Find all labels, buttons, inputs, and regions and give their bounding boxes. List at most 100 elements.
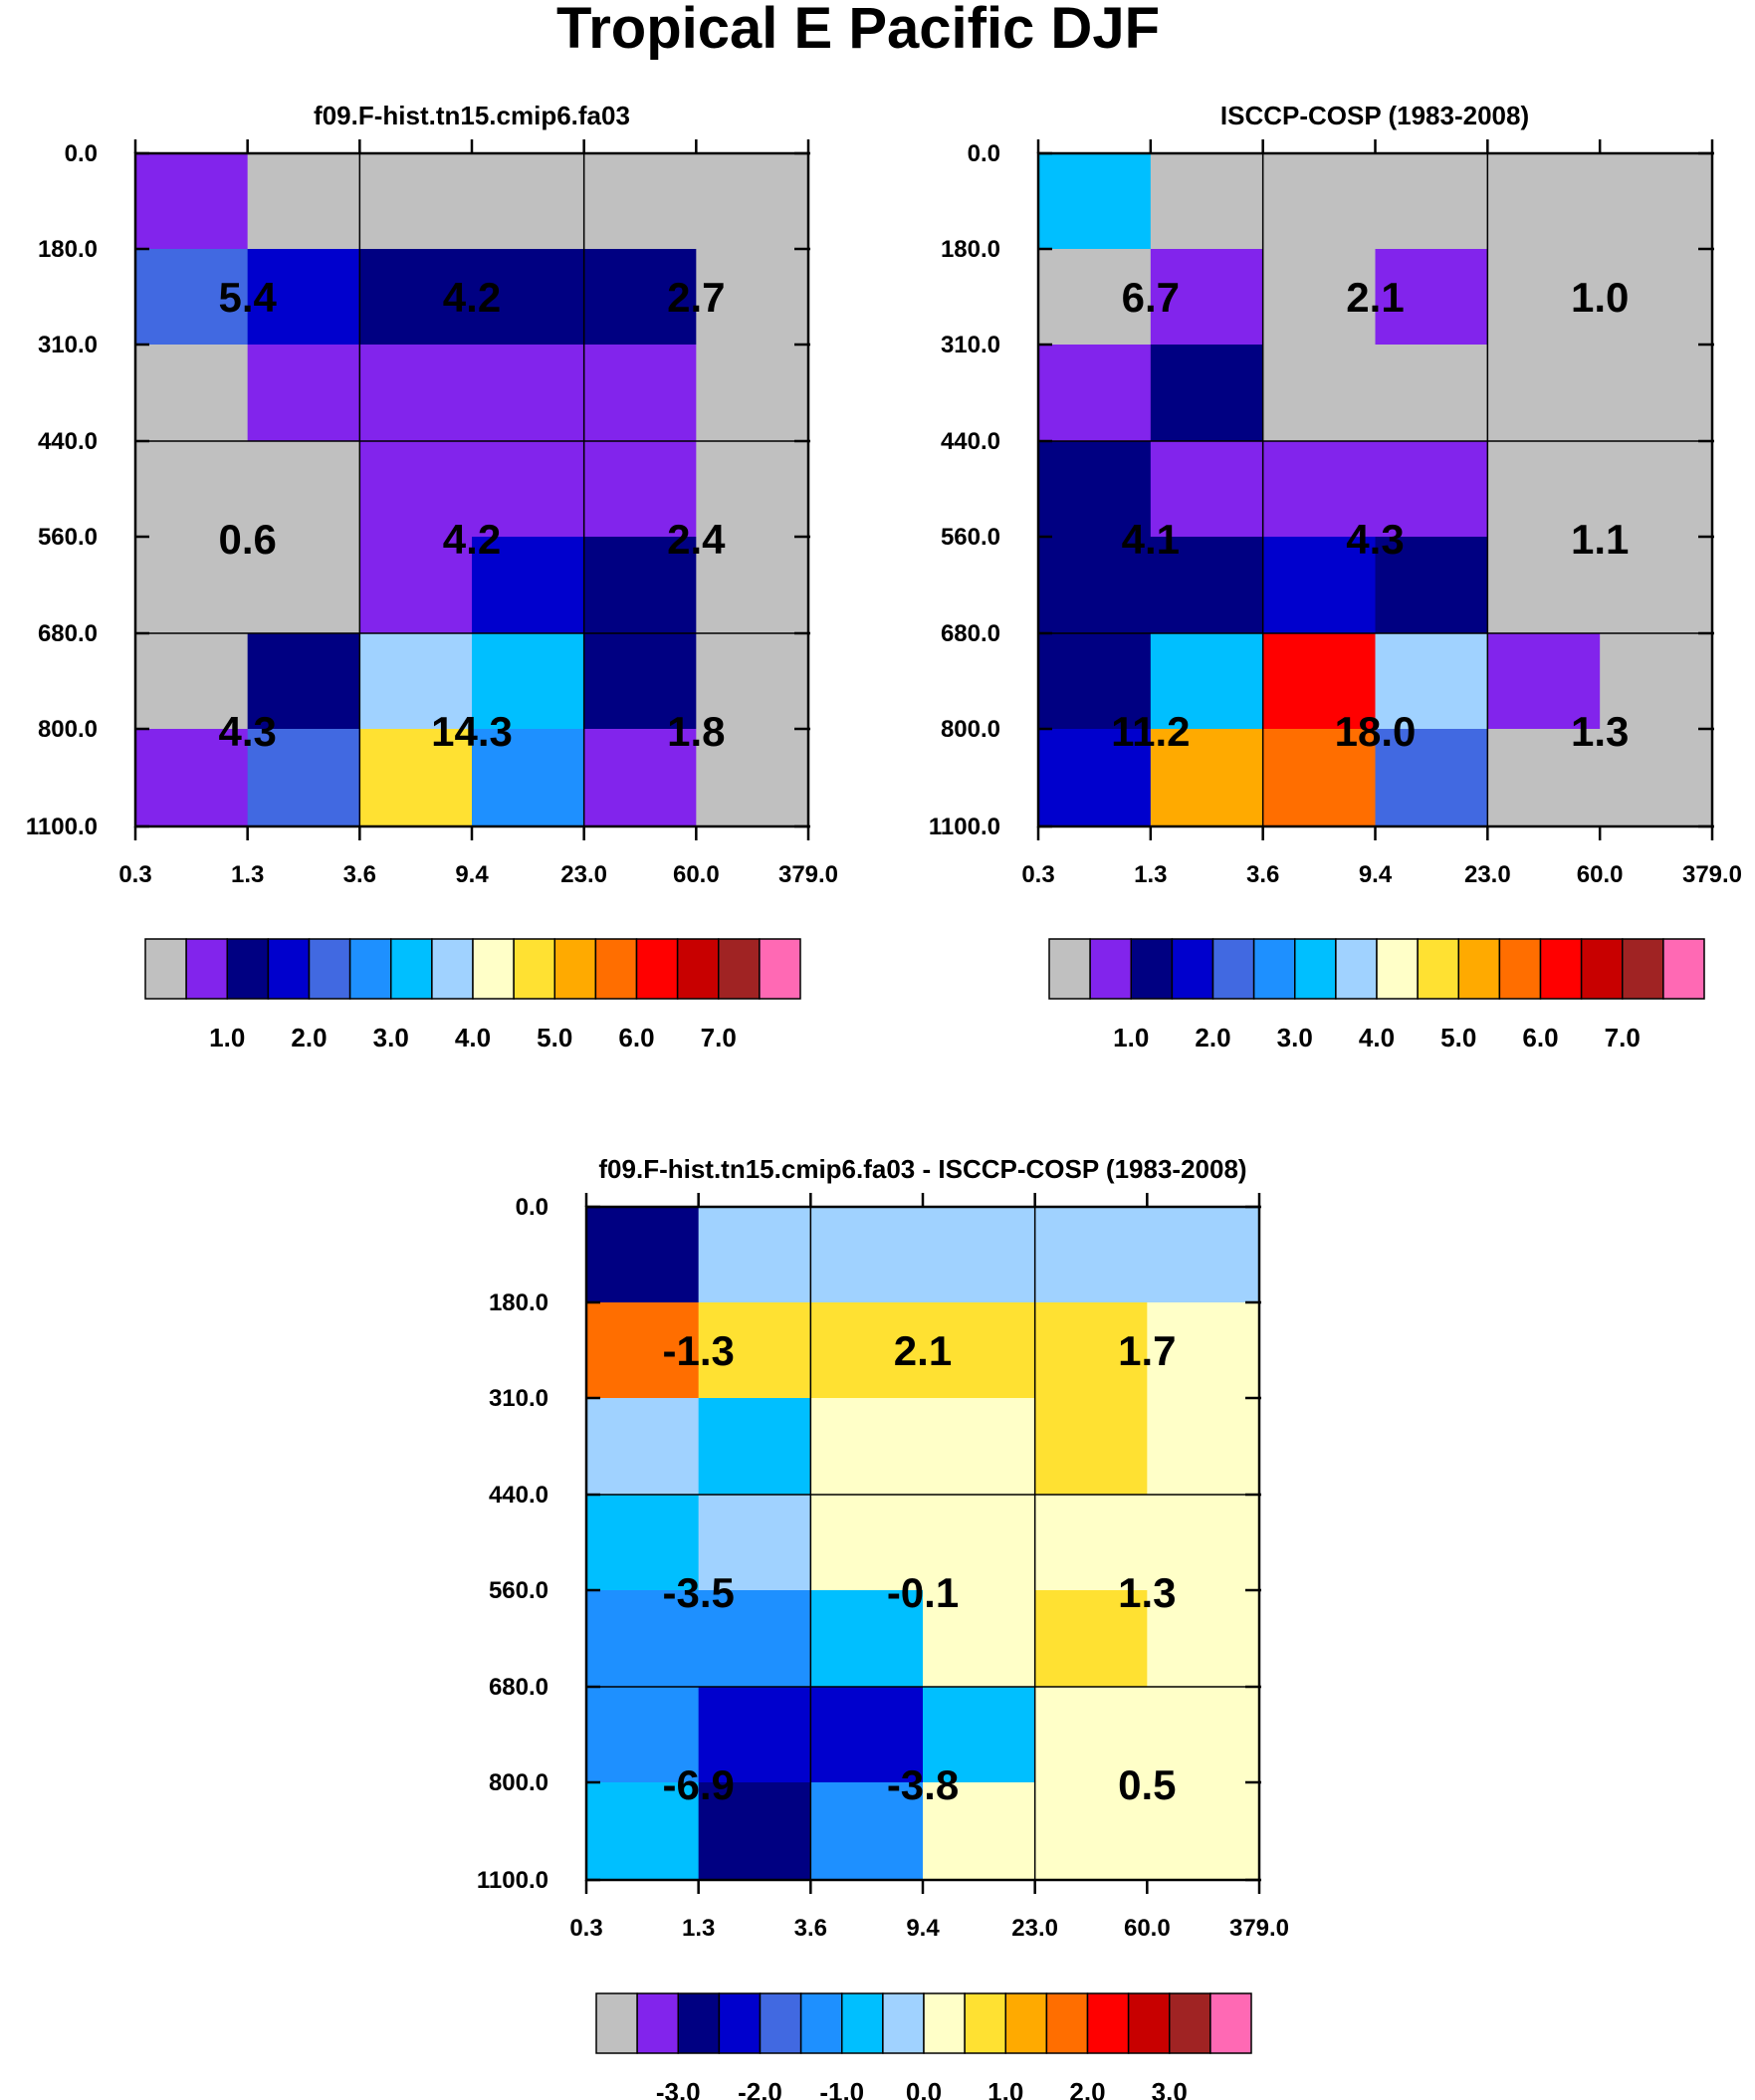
summary-value-label: 1.7 <box>1118 1327 1176 1374</box>
heatmap-cell <box>1600 345 1713 442</box>
colorbar-label: 4.0 <box>1359 1023 1395 1052</box>
y-tick-label: 800.0 <box>38 716 98 743</box>
heatmap-cell <box>1034 1495 1148 1591</box>
heatmap-cell <box>586 1590 700 1688</box>
heatmap-cell <box>583 441 697 538</box>
heatmap-cell <box>359 537 473 634</box>
summary-value-label: -6.9 <box>662 1761 734 1808</box>
summary-value-label: 1.3 <box>1118 1569 1176 1616</box>
heatmap-cell <box>1375 633 1488 730</box>
heatmap-cell <box>923 1398 1036 1496</box>
summary-value-label: -3.8 <box>887 1761 959 1808</box>
heatmap-cell <box>1600 537 1713 634</box>
summary-value-label: 0.6 <box>218 516 276 563</box>
y-tick-label: 180.0 <box>941 236 1000 263</box>
heatmap-cell <box>1262 633 1376 730</box>
figure-title: Tropical E Pacific DJF <box>556 0 1160 61</box>
y-tick-label: 560.0 <box>941 524 1000 551</box>
colorbar-label: 4.0 <box>455 1023 491 1052</box>
heatmap-cell <box>1147 1495 1260 1591</box>
heatmap-cell <box>698 1495 811 1591</box>
heatmap-cell <box>359 345 473 442</box>
colorbar-label: 3.0 <box>1277 1023 1313 1052</box>
heatmap-cell <box>586 1302 700 1399</box>
colorbar-box <box>595 1992 638 2054</box>
heatmap-cell <box>247 537 360 634</box>
colorbar-box <box>308 938 351 1000</box>
colorbar-box <box>1048 938 1091 1000</box>
summary-value-label: 11.2 <box>1111 708 1190 755</box>
summary-value-label: 5.4 <box>218 274 277 321</box>
x-tick-label: 9.4 <box>1359 861 1393 888</box>
colorbar-label: 6.0 <box>1522 1023 1558 1052</box>
colorbar-label: 3.0 <box>1152 2077 1188 2100</box>
colorbar-box <box>1209 1992 1252 2054</box>
y-tick-label: 560.0 <box>38 524 98 551</box>
heatmap-cell <box>1147 1398 1260 1496</box>
heatmap-cell <box>135 729 249 827</box>
heatmap-cell <box>247 249 360 346</box>
observation-panel: ISCCP-COSP (1983-2008) 0.0 180.0 310.0 440.0… <box>929 101 1742 1052</box>
colorbar-box <box>185 938 228 1000</box>
heatmap-cell <box>359 729 473 827</box>
heatmap-cell <box>586 1495 700 1591</box>
y-tick-label: 680.0 <box>489 1674 548 1701</box>
colorbar-label: 1.0 <box>1113 1023 1149 1052</box>
colorbar-box <box>144 938 187 1000</box>
summary-value-label: 18.0 <box>1335 708 1417 755</box>
colorbar-box <box>1252 938 1296 1000</box>
y-tick-label: 180.0 <box>489 1289 548 1316</box>
heatmap-cell <box>1262 249 1376 346</box>
heatmap-cell <box>1375 537 1488 634</box>
colorbar-label: -1.0 <box>819 2077 864 2100</box>
summary-value-label: 2.1 <box>1346 274 1404 321</box>
colorbar-box <box>718 938 761 1000</box>
heatmap-cell <box>1487 153 1601 250</box>
heatmap-cell <box>1034 1302 1148 1399</box>
colorbar-box <box>1457 938 1501 1000</box>
y-tick-label: 0.0 <box>65 140 98 167</box>
y-tick-label: 440.0 <box>941 428 1000 455</box>
x-tick-label: 9.4 <box>455 861 489 888</box>
heatmap-cell <box>1038 729 1152 827</box>
y-tick-label: 310.0 <box>489 1385 548 1412</box>
summary-value-label: 2.4 <box>667 516 726 563</box>
colorbar-box <box>677 1992 721 2054</box>
colorbar-label: -2.0 <box>738 2077 782 2100</box>
heatmap-cell <box>1600 441 1713 538</box>
summary-value-label: 4.2 <box>443 274 501 321</box>
colorbar-box <box>1086 1992 1130 2054</box>
heatmap-cell <box>472 345 585 442</box>
heatmap-cell <box>1487 249 1601 346</box>
colorbar-box <box>882 1992 925 2054</box>
heatmap-cell <box>586 1398 700 1496</box>
y-tick-label: 180.0 <box>38 236 98 263</box>
heatmap-cell <box>1147 1590 1260 1688</box>
colorbar-label: 3.0 <box>373 1023 409 1052</box>
heatmap-cell <box>135 153 249 250</box>
heatmap-cell <box>472 633 585 730</box>
colorbar-box <box>348 938 392 1000</box>
x-tick-label: 0.3 <box>1021 861 1054 888</box>
colorbar-box <box>759 938 801 1000</box>
colorbar-box <box>553 938 597 1000</box>
heatmap-cell <box>1487 441 1601 538</box>
heatmap-cell <box>810 1782 924 1881</box>
colorbar-label: 1.0 <box>987 2077 1023 2100</box>
heatmap-cell <box>810 1207 924 1303</box>
y-tick-label: 680.0 <box>38 620 98 647</box>
heatmap-cell <box>698 1687 811 1783</box>
y-tick-label: 0.0 <box>516 1194 548 1221</box>
summary-value-label: 4.3 <box>218 708 276 755</box>
heatmap-cell <box>247 345 360 442</box>
heatmap-cell <box>1034 1398 1148 1496</box>
heatmap-cell <box>1150 441 1264 538</box>
y-tick-label: 800.0 <box>489 1769 548 1796</box>
heatmap-cell <box>1487 633 1601 730</box>
heatmap-cell <box>135 537 249 634</box>
heatmap-cell <box>1262 729 1376 827</box>
heatmap-cell <box>247 633 360 730</box>
heatmap-cell <box>1150 729 1264 827</box>
summary-value-label: 4.3 <box>1346 516 1404 563</box>
colorbar-box <box>1376 938 1419 1000</box>
